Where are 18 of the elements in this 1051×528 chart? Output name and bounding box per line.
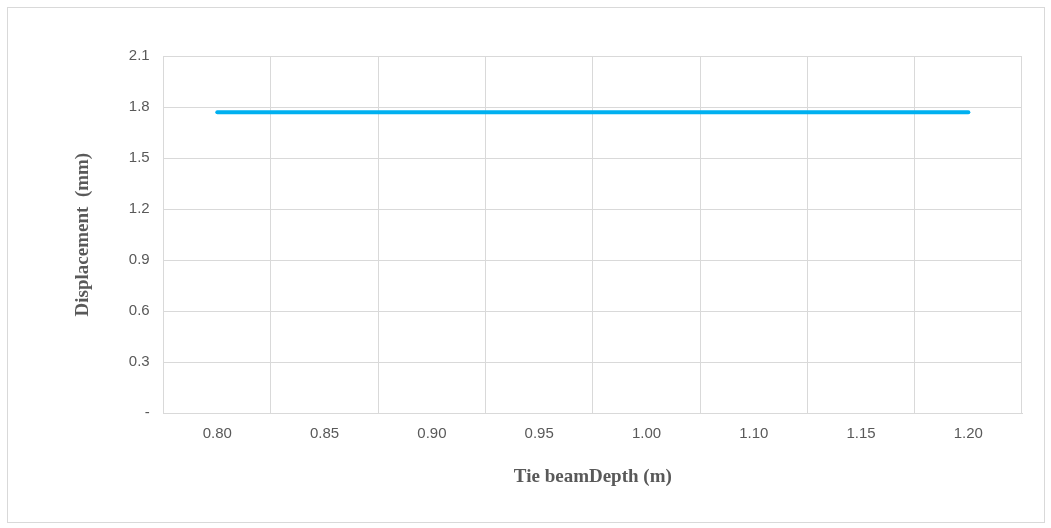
y-axis-title: Displacement (mm) [71,152,94,317]
y-tick-label: - [144,403,150,421]
y-tick-label: 1.2 [128,199,150,217]
x-axis-title: Tie beamDepth (m) [513,464,672,487]
x-tick-label: 0.95 [524,424,554,442]
y-tick-label: 1.5 [128,148,150,166]
x-tick-label: 1.15 [846,424,876,442]
x-tick-label: 0.80 [202,424,232,442]
y-tick-label: 2.1 [128,46,150,64]
y-tick-label: 0.6 [128,301,150,319]
x-tick-label: 1.10 [739,424,769,442]
x-tick-label: 1.00 [631,424,662,442]
x-tick-label: 0.90 [417,424,447,442]
y-tick-label: 0.9 [128,250,150,268]
x-tick-label: 0.85 [309,424,340,442]
y-tick-label: 1.8 [128,97,150,115]
x-tick-label: 1.20 [953,424,983,442]
y-tick-label: 0.3 [128,352,150,370]
